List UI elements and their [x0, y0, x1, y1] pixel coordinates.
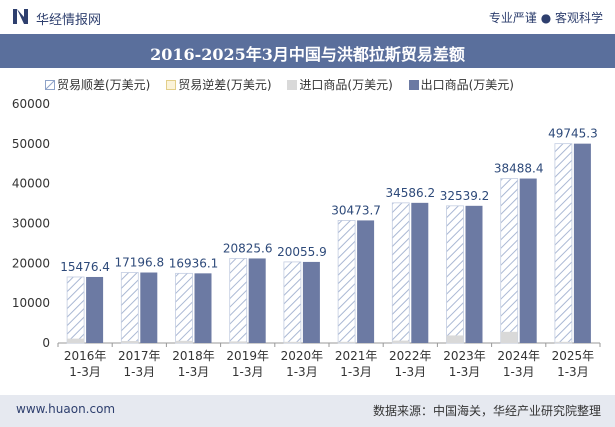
x-tick-label: 1-3月	[123, 365, 155, 379]
legend-item-surplus: 贸易顺差(万美元)	[45, 76, 150, 93]
y-tick-label: 40000	[12, 177, 50, 191]
x-tick-label: 2022年	[389, 349, 432, 363]
bar-chart: 0 10000 20000 30000 40000 50000 60000 15476.4 20…	[12, 97, 601, 379]
y-tick-label: 50000	[12, 137, 50, 151]
surplus-data-label: 32539.2	[440, 189, 490, 203]
y-tick-label: 60000	[12, 97, 50, 111]
surplus-data-label: 30473.7	[331, 203, 381, 217]
import-bar	[67, 338, 85, 343]
x-tick-label: 2017年	[118, 349, 161, 363]
footer-bar	[0, 395, 615, 427]
huajing-logo-icon	[13, 9, 28, 24]
top-bar: 华经情报网 专业严谨 ● 客观科学	[0, 0, 615, 34]
y-tick-label: 10000	[12, 296, 50, 310]
import-bar	[500, 331, 518, 343]
export-bar	[519, 178, 537, 343]
x-tick-label: 1-3月	[449, 365, 481, 379]
surplus-data-label: 17196.8	[114, 256, 164, 270]
surplus-bar	[120, 272, 139, 344]
x-tick-label: 1-3月	[286, 365, 318, 379]
x-tick-label: 1-3月	[178, 365, 210, 379]
data-source: 数据来源：中国海关，华经产业研究院整理	[372, 404, 601, 418]
x-tick-label: 2021年	[335, 349, 378, 363]
slogan: 专业严谨 ● 客观科学	[488, 11, 603, 25]
x-tick-label: 1-3月	[340, 365, 372, 379]
import-bar	[338, 341, 356, 343]
surplus-data-label: 20825.6	[223, 241, 273, 255]
surplus-data-label: 38488.4	[494, 162, 544, 176]
surplus-bar	[337, 220, 356, 344]
export-bar	[411, 202, 429, 343]
surplus-bar	[391, 202, 410, 344]
import-bar	[392, 340, 410, 343]
legend-label-deficit: 贸易逆差(万美元)	[178, 78, 272, 92]
x-tick-label: 1-3月	[394, 365, 426, 379]
export-bar	[140, 272, 158, 343]
surplus-data-label: 49745.3	[548, 127, 598, 141]
import-bar	[175, 340, 193, 343]
surplus-bar	[229, 258, 248, 344]
x-tick-label: 2016年	[64, 349, 107, 363]
x-tick-label: 2019年	[226, 349, 269, 363]
surplus-bar	[283, 261, 302, 344]
import-bar	[229, 341, 247, 343]
x-tick-label: 1-3月	[232, 365, 264, 379]
import-bar	[121, 341, 139, 343]
surplus-bar	[554, 143, 573, 344]
export-bar	[86, 276, 104, 343]
export-bar	[357, 220, 375, 343]
surplus-bar	[446, 205, 464, 344]
surplus-bar	[175, 272, 193, 344]
import-bar	[446, 335, 464, 343]
legend-item-import: 进口商品(万美元)	[287, 76, 393, 93]
export-bar	[302, 261, 320, 343]
export-bar	[248, 258, 266, 343]
x-tick-label: 1-3月	[503, 365, 535, 379]
x-tick-label: 1-3月	[69, 365, 101, 379]
x-tick-label: 2023年	[443, 349, 486, 363]
legend-swatch-surplus	[45, 80, 55, 90]
import-bar	[554, 341, 572, 343]
surplus-data-label: 16936.1	[169, 256, 219, 270]
legend-label-export: 出口商品(万美元)	[420, 78, 514, 92]
legend-swatch-export	[408, 80, 419, 90]
chart-title: 2016-2025年3月中国与洪都拉斯贸易差额	[150, 45, 465, 64]
y-tick-label: 20000	[12, 256, 50, 270]
surplus-data-label: 15476.4	[60, 260, 110, 274]
x-tick-label: 1-3月	[557, 365, 589, 379]
legend-swatch-import	[287, 80, 298, 90]
title-bar	[0, 34, 615, 68]
y-tick-label: 30000	[12, 217, 50, 231]
legend-label-import: 进口商品(万美元)	[299, 78, 393, 92]
export-bar	[465, 205, 483, 343]
import-bar	[283, 341, 301, 343]
legend: 贸易顺差(万美元) 贸易逆差(万美元) 进口商品(万美元) 出口商品(万美元)	[45, 76, 526, 93]
surplus-data-label: 20055.9	[277, 245, 327, 259]
surplus-bar	[500, 178, 519, 344]
surplus-data-label: 34586.2	[385, 186, 435, 200]
x-tick-label: 2024年	[497, 349, 540, 363]
surplus-bar	[66, 276, 85, 344]
x-tick-label: 2020年	[281, 349, 324, 363]
legend-label-surplus: 贸易顺差(万美元)	[57, 78, 151, 92]
brand-name: 华经情报网	[36, 13, 102, 28]
legend-item-deficit: 贸易逆差(万美元)	[166, 76, 272, 93]
x-tick-label: 2018年	[172, 349, 215, 363]
x-tick-label: 2025年	[552, 349, 595, 363]
export-bar	[194, 273, 212, 343]
website-link[interactable]: www.huaon.com	[16, 402, 116, 416]
legend-item-export: 出口商品(万美元)	[408, 76, 514, 93]
export-bar	[573, 143, 591, 343]
legend-swatch-deficit	[166, 80, 177, 90]
y-tick-label: 0	[42, 336, 50, 350]
